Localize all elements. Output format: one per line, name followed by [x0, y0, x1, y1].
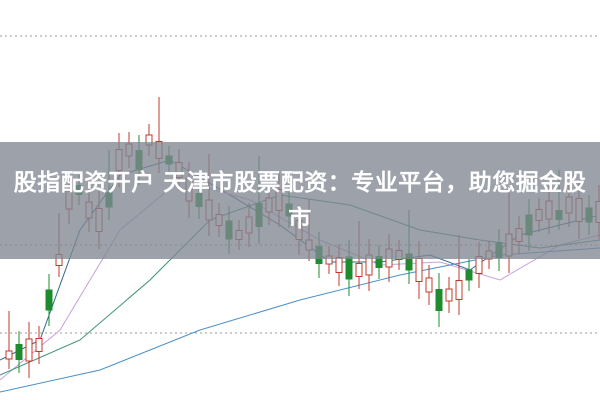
candle-body [425, 277, 433, 293]
candle-body [355, 263, 363, 277]
candle-body [45, 289, 53, 311]
headline-banner: 股指配资开户 天津市股票配资：专业平台，助您掘金股市 [0, 142, 600, 259]
ma60-line [0, 247, 600, 393]
candle-body [35, 338, 43, 352]
candle-body [455, 280, 463, 300]
candle-body [465, 269, 473, 281]
candle-body [475, 256, 483, 274]
candle-body [445, 288, 453, 302]
candle-body [25, 338, 33, 362]
candle-body [345, 256, 353, 280]
candle-body [15, 344, 23, 360]
candle-body [415, 258, 423, 282]
candle-body [435, 289, 443, 311]
headline-title: 股指配资开户 天津市股票配资：专业平台，助您掘金股市 [13, 169, 587, 232]
candle-body [5, 350, 13, 360]
candle-body [335, 257, 343, 273]
